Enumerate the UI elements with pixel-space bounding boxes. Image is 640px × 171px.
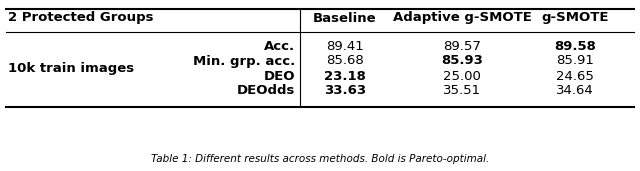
- Text: Min. grp. acc.: Min. grp. acc.: [193, 55, 295, 68]
- Text: 89.41: 89.41: [326, 40, 364, 52]
- Text: 24.65: 24.65: [556, 69, 594, 82]
- Text: 85.93: 85.93: [441, 55, 483, 68]
- Text: Table 1: Different results across methods. Bold is Pareto-optimal.: Table 1: Different results across method…: [151, 154, 489, 164]
- Text: 35.51: 35.51: [443, 84, 481, 97]
- Text: 10k train images: 10k train images: [8, 62, 134, 75]
- Text: 2 Protected Groups: 2 Protected Groups: [8, 11, 154, 24]
- Text: 89.57: 89.57: [443, 40, 481, 52]
- Text: Acc.: Acc.: [264, 40, 295, 52]
- Text: DEOdds: DEOdds: [237, 84, 295, 97]
- Text: 85.68: 85.68: [326, 55, 364, 68]
- Text: 25.00: 25.00: [443, 69, 481, 82]
- Text: 89.58: 89.58: [554, 40, 596, 52]
- Text: g-SMOTE: g-SMOTE: [541, 11, 609, 24]
- Text: 34.64: 34.64: [556, 84, 594, 97]
- Text: Baseline: Baseline: [313, 11, 377, 24]
- Text: 23.18: 23.18: [324, 69, 366, 82]
- Text: 33.63: 33.63: [324, 84, 366, 97]
- Text: Adaptive g-SMOTE: Adaptive g-SMOTE: [392, 11, 531, 24]
- Text: DEO: DEO: [264, 69, 295, 82]
- Text: 85.91: 85.91: [556, 55, 594, 68]
